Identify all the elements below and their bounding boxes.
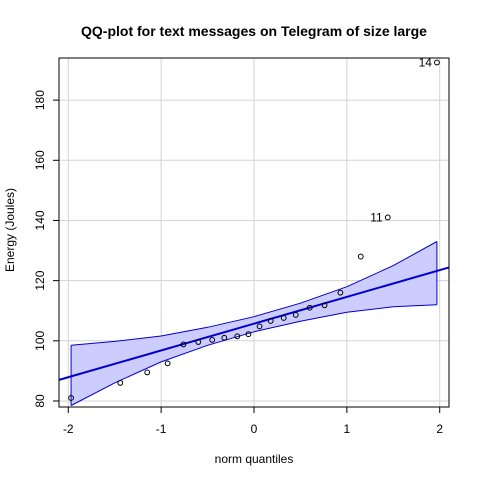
x-tick-label: -2 (63, 422, 74, 436)
y-tick-label: 100 (33, 330, 47, 350)
y-tick-label: 180 (33, 90, 47, 110)
chart-title: QQ-plot for text messages on Telegram of… (81, 23, 427, 39)
data-point (245, 331, 252, 338)
data-point (306, 304, 313, 311)
data-point (267, 318, 274, 324)
y-tick-label: 140 (33, 210, 47, 230)
data-point (357, 253, 364, 260)
data-point (292, 312, 299, 318)
axes-layer: -2 -1 0 1 2 80 100 120 140 160 180 (33, 90, 443, 436)
y-axis-label: Energy (Joules) (3, 188, 17, 272)
data-point (234, 333, 241, 340)
data-point (221, 334, 228, 341)
point-labels-layer: 11 14 (370, 56, 432, 225)
y-tick-label: 120 (33, 270, 47, 290)
reference-line-layer (58, 266, 450, 381)
point-label: 14 (419, 56, 433, 70)
data-point (180, 341, 187, 348)
x-tick-label: 1 (344, 422, 351, 436)
data-point (117, 380, 124, 386)
point-label: 11 (370, 210, 383, 224)
data-points-layer (68, 59, 440, 401)
x-tick-label: 0 (251, 422, 258, 436)
reference-line (58, 266, 450, 381)
data-point (321, 302, 328, 309)
data-point (68, 395, 74, 401)
data-point (195, 339, 202, 345)
x-tick-label: -1 (156, 422, 167, 436)
data-point (209, 337, 216, 343)
confidence-band-lower (70, 304, 437, 406)
data-point (384, 214, 391, 221)
data-point (337, 289, 344, 296)
data-point (144, 369, 151, 376)
x-tick-label: 2 (436, 422, 443, 436)
y-tick-label: 160 (33, 150, 47, 170)
confidence-band-upper (71, 241, 438, 346)
data-point (280, 315, 287, 321)
data-point (434, 59, 440, 66)
y-tick-label: 80 (33, 394, 47, 408)
data-point (256, 323, 263, 330)
x-axis-label: norm quantiles (215, 452, 294, 466)
data-point (164, 360, 171, 367)
